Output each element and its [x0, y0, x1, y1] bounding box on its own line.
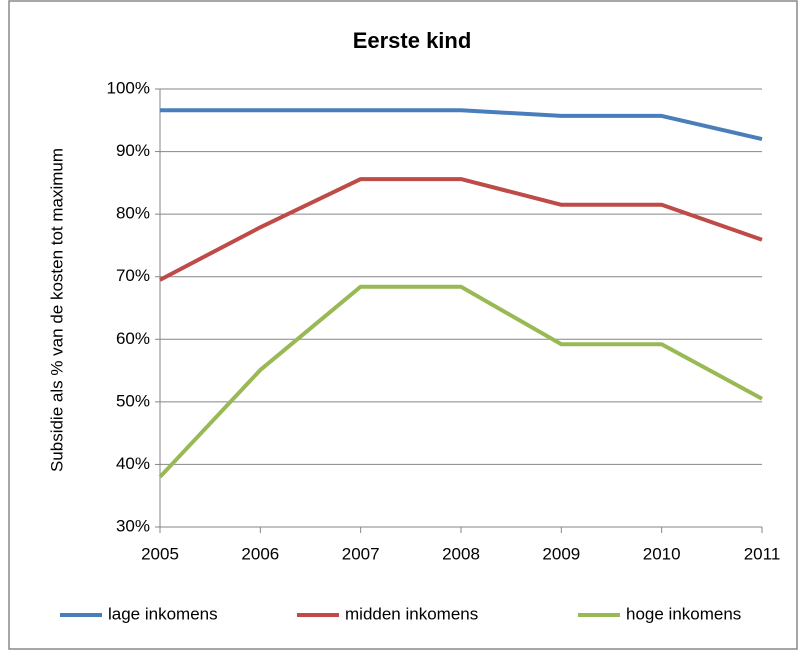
x-tick-label: 2009	[542, 544, 580, 563]
y-tick-label: 90%	[116, 141, 150, 160]
y-tick-label: 50%	[116, 391, 150, 410]
legend-label: midden inkomens	[345, 604, 478, 623]
x-tick-label: 2011	[744, 544, 781, 563]
x-tick-label: 2008	[442, 544, 480, 563]
series-line	[159, 177, 763, 282]
x-tick-label: 2006	[241, 544, 279, 563]
y-axis-label: Subsidie als % van de kosten tot maximum	[47, 148, 66, 472]
x-tick-label: 2007	[342, 544, 380, 563]
legend-label: lage inkomens	[108, 604, 218, 623]
y-tick-label: 40%	[116, 454, 150, 473]
series-line	[160, 108, 763, 142]
y-tick-label: 70%	[116, 266, 150, 285]
y-tick-label: 30%	[116, 516, 150, 535]
y-tick-label: 80%	[116, 204, 150, 223]
y-tick-label: 60%	[116, 329, 150, 348]
series-line	[158, 284, 763, 479]
y-tick-label: 100%	[107, 78, 150, 97]
x-tick-label: 2010	[643, 544, 681, 563]
legend-label: hoge inkomens	[626, 604, 741, 623]
chart-title: Eerste kind	[353, 28, 472, 53]
x-tick-label: 2005	[141, 544, 179, 563]
